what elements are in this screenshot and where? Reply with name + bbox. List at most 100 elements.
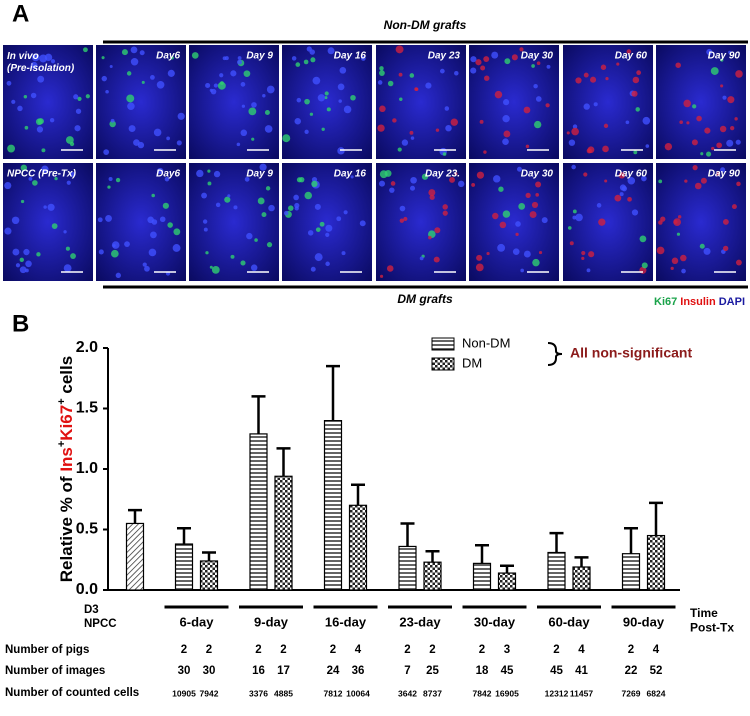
cell-dot bbox=[497, 243, 506, 252]
table-cell: 10905 bbox=[172, 688, 196, 698]
cell-dot bbox=[325, 261, 330, 267]
cell-dot bbox=[130, 46, 138, 54]
table-cell: 10064 bbox=[346, 688, 370, 698]
cell-dot bbox=[312, 76, 321, 85]
cell-dot bbox=[632, 76, 640, 84]
cell-dot bbox=[516, 166, 522, 172]
cell-dot bbox=[237, 59, 242, 65]
cell-dot bbox=[433, 256, 440, 263]
cell-dot bbox=[631, 209, 639, 216]
cell-dot bbox=[85, 94, 90, 99]
image-label: Day 9 bbox=[246, 51, 273, 62]
cell-dot bbox=[618, 172, 626, 179]
cell-dot bbox=[248, 107, 257, 116]
cell-dot bbox=[736, 181, 741, 187]
table-cell: 7842 bbox=[473, 688, 492, 698]
cell-dot bbox=[670, 266, 674, 271]
image-label: Day 60 bbox=[615, 169, 648, 180]
cell-dot bbox=[172, 244, 181, 252]
cell-dot bbox=[621, 185, 628, 192]
cell-dot bbox=[583, 172, 588, 177]
cell-dot bbox=[266, 85, 275, 94]
error-bar bbox=[649, 501, 663, 536]
cell-dot bbox=[706, 48, 713, 55]
cell-dot bbox=[153, 128, 162, 137]
cell-dot bbox=[240, 82, 246, 87]
cell-dot bbox=[502, 138, 509, 145]
cell-dot bbox=[11, 216, 20, 225]
cell-dot bbox=[470, 56, 477, 63]
cell-dot bbox=[531, 201, 539, 209]
cell-dot bbox=[711, 146, 715, 151]
image-label: Day 16 bbox=[334, 169, 367, 180]
cell-dot bbox=[519, 47, 524, 52]
cell-dot bbox=[70, 253, 76, 259]
cell-dot bbox=[133, 139, 140, 146]
bar bbox=[125, 522, 145, 591]
cell-dot bbox=[722, 95, 727, 100]
error-bar bbox=[500, 564, 514, 574]
cell-dot bbox=[635, 107, 640, 112]
cell-dot bbox=[720, 58, 724, 62]
y-label-part: cells bbox=[57, 356, 76, 399]
cell-dot bbox=[645, 144, 650, 148]
cell-dot bbox=[586, 268, 591, 273]
table-cell: 2 bbox=[206, 644, 212, 656]
image-label: Day6 bbox=[156, 51, 180, 62]
cell-dot bbox=[326, 107, 331, 112]
cell-dot bbox=[28, 176, 33, 181]
stain-label: Ki67 bbox=[654, 296, 677, 308]
table-cell: 16905 bbox=[495, 688, 519, 698]
x-tick-label: 23-day bbox=[399, 614, 441, 629]
cell-dot bbox=[222, 56, 227, 61]
error-bar bbox=[202, 551, 216, 561]
table-cell: 2 bbox=[280, 644, 286, 656]
cell-dot bbox=[421, 173, 429, 180]
cell-dot bbox=[360, 56, 366, 61]
cell-dot bbox=[572, 124, 578, 129]
cell-dot bbox=[43, 205, 47, 209]
x-tick-label: 60-day bbox=[548, 614, 590, 629]
y-tick-label: 1.5 bbox=[76, 400, 98, 417]
cell-dot bbox=[642, 116, 651, 125]
table-cell: 8737 bbox=[423, 688, 442, 698]
cell-dot bbox=[254, 238, 258, 242]
cell-dot bbox=[575, 77, 582, 84]
cell-dot bbox=[541, 217, 548, 224]
cell-dot bbox=[428, 235, 432, 240]
cell-dot bbox=[257, 197, 265, 205]
cell-dot bbox=[532, 258, 540, 267]
error-bar bbox=[351, 483, 365, 506]
cell-dot bbox=[110, 118, 115, 123]
image-label: Day 23 bbox=[428, 51, 461, 62]
cell-dot bbox=[141, 80, 145, 84]
cell-dot bbox=[627, 196, 632, 202]
cell-dot bbox=[74, 125, 81, 132]
cell-dot bbox=[722, 218, 729, 225]
cell-dot bbox=[75, 108, 82, 114]
cell-dot bbox=[24, 125, 29, 130]
cell-dot bbox=[616, 62, 620, 66]
cell-dot bbox=[586, 148, 592, 154]
cell-dot bbox=[619, 192, 624, 197]
cell-dot bbox=[471, 182, 476, 187]
cell-dot bbox=[126, 71, 132, 76]
cell-dot bbox=[327, 47, 335, 55]
cell-dot bbox=[337, 83, 345, 91]
cell-dot bbox=[409, 73, 415, 78]
table-cell: 45 bbox=[501, 665, 514, 677]
cell-dot bbox=[268, 204, 275, 212]
y-label-part: Ins bbox=[57, 447, 76, 472]
cell-dot bbox=[546, 64, 551, 69]
cell-dot bbox=[419, 256, 424, 261]
cell-dot bbox=[704, 127, 711, 134]
cell-dot bbox=[571, 127, 579, 136]
table-cell: 2 bbox=[479, 644, 485, 656]
cell-dot bbox=[219, 73, 224, 78]
cell-dot bbox=[696, 115, 702, 122]
cell-dot bbox=[602, 145, 609, 153]
cell-dot bbox=[315, 227, 321, 232]
cell-dot bbox=[19, 266, 27, 274]
cell-dot bbox=[598, 218, 606, 226]
bar bbox=[323, 420, 343, 591]
